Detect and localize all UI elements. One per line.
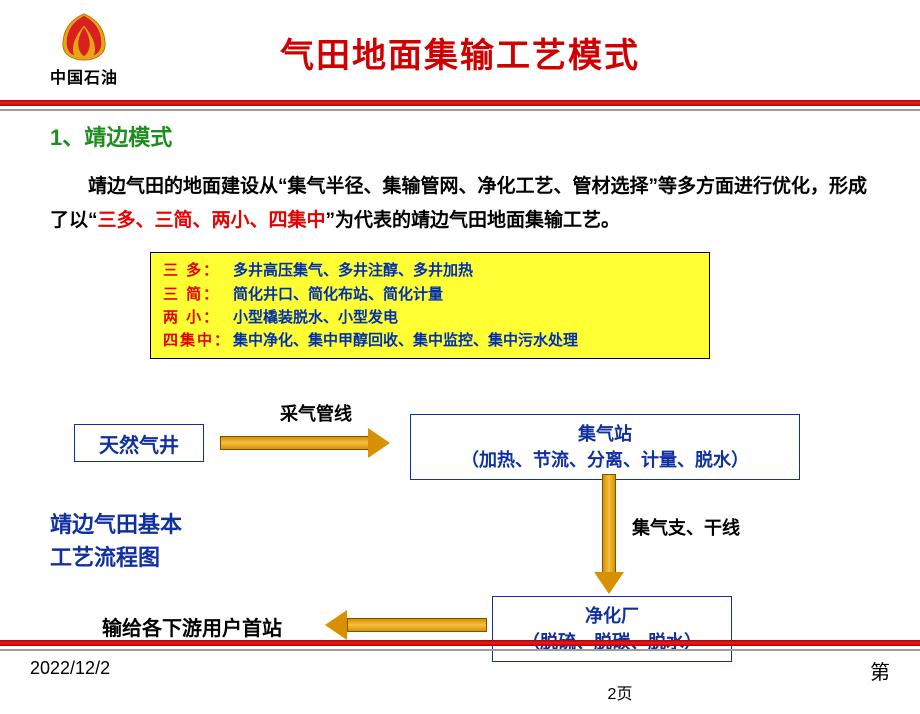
flow-diagram: 天然气井 采气管线 集气站 （加热、节流、分离、计量、脱水） 集气支、干线 净化… <box>50 414 870 714</box>
divider-grey-bottom <box>0 649 920 651</box>
arrow-plant-to-downstream <box>325 614 485 638</box>
edge-label-downstream: 输给各下游用户首站 <box>102 612 282 641</box>
edge-label-gathering-line: 采气管线 <box>280 400 352 426</box>
slide-content: 1、靖边模式 靖边气田的地面建设从“集气半径、集输管网、净化工艺、管材选择”等多… <box>50 120 870 630</box>
divider-red-top <box>0 100 920 106</box>
arrow-station-to-plant <box>598 474 622 594</box>
node-station-line2: （加热、节流、分离、计量、脱水） <box>461 447 749 473</box>
open-quote-2: “ <box>88 210 98 231</box>
principle-value: 多井高压集气、多井注醇、多井加热 <box>233 259 473 282</box>
principle-key: 四集中： <box>163 329 233 352</box>
edge-label-branch-trunk: 集气支、干线 <box>632 514 740 540</box>
principle-row: 四集中：集中净化、集中甲醇回收、集中监控、集中污水处理 <box>163 329 697 352</box>
close-quote-2: ” <box>326 210 336 231</box>
para-seg-1: 靖边气田的地面建设从 <box>88 176 278 197</box>
divider-grey-top <box>0 109 920 111</box>
principle-row: 三 多：多井高压集气、多井注醇、多井加热 <box>163 259 697 282</box>
principle-value: 小型橇装脱水、小型发电 <box>233 306 398 329</box>
para-seg-2: 集气半径、集输管网、净化工艺、管材选择 <box>288 176 649 197</box>
close-quote-1: ” <box>649 176 659 197</box>
open-quote-1: “ <box>278 176 288 197</box>
intro-paragraph: 靖边气田的地面建设从“集气半径、集输管网、净化工艺、管材选择”等多方面进行优化，… <box>50 170 870 238</box>
footer-date: 2022/12/2 <box>30 658 110 679</box>
principle-key: 三 多： <box>163 259 233 282</box>
node-purification-plant: 净化厂 （脱硫、脱碳、脱水） <box>492 596 732 662</box>
principle-value: 简化井口、简化布站、简化计量 <box>233 283 443 306</box>
principle-key: 三 简： <box>163 283 233 306</box>
slide-header: 中国石油 气田地面集输工艺模式 <box>0 0 920 100</box>
node-station-line1: 集气站 <box>461 421 749 447</box>
footer-page-suffix: 2页 <box>608 680 633 704</box>
principle-key: 两 小： <box>163 306 233 329</box>
flow-caption-line2: 工艺流程图 <box>50 541 182 574</box>
principle-value: 集中净化、集中甲醇回收、集中监控、集中污水处理 <box>233 329 578 352</box>
flow-caption-line1: 靖边气田基本 <box>50 508 182 541</box>
section-title: 1、靖边模式 <box>50 120 870 152</box>
principle-row: 三 简：简化井口、简化布站、简化计量 <box>163 283 697 306</box>
footer-page-prefix: 第 <box>870 656 890 685</box>
slide-title: 气田地面集输工艺模式 <box>0 28 920 77</box>
node-plant-line1: 净化厂 <box>522 603 702 629</box>
principle-row: 两 小：小型橇装脱水、小型发电 <box>163 306 697 329</box>
node-gathering-station: 集气站 （加热、节流、分离、计量、脱水） <box>410 414 800 480</box>
para-highlight: 三多、三简、两小、四集中 <box>98 210 326 231</box>
divider-red-bottom <box>0 640 920 646</box>
principles-box: 三 多：多井高压集气、多井注醇、多井加热三 简：简化井口、简化布站、简化计量两 … <box>150 252 710 359</box>
flow-caption: 靖边气田基本 工艺流程图 <box>50 508 182 574</box>
node-well: 天然气井 <box>74 424 204 462</box>
para-seg-5: 为代表的靖边气田地面集输工艺。 <box>335 210 620 231</box>
arrow-well-to-station <box>220 432 390 456</box>
